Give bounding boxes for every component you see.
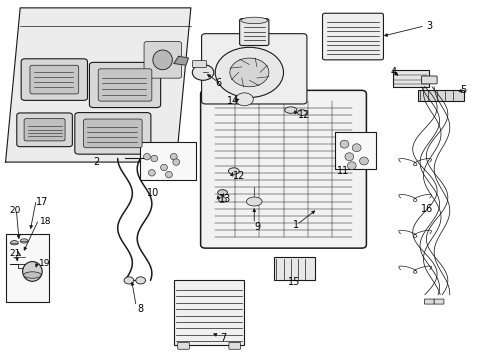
Text: 20: 20 <box>9 206 21 215</box>
Text: 15: 15 <box>287 277 300 287</box>
Text: 12: 12 <box>298 111 310 121</box>
FancyBboxPatch shape <box>192 60 206 67</box>
Bar <box>334 132 375 169</box>
FancyBboxPatch shape <box>239 19 268 45</box>
Text: 9: 9 <box>254 222 260 231</box>
Ellipse shape <box>228 168 239 174</box>
Polygon shape <box>5 8 190 162</box>
Ellipse shape <box>241 17 267 24</box>
Text: 16: 16 <box>420 204 432 214</box>
Circle shape <box>235 93 253 106</box>
Ellipse shape <box>172 159 179 165</box>
FancyBboxPatch shape <box>200 90 366 248</box>
Ellipse shape <box>20 239 28 243</box>
Ellipse shape <box>10 240 18 245</box>
Bar <box>392 69 428 87</box>
FancyBboxPatch shape <box>177 342 189 349</box>
Ellipse shape <box>165 171 172 178</box>
Text: 4: 4 <box>390 67 396 77</box>
Text: 21: 21 <box>9 249 21 258</box>
Ellipse shape <box>217 190 227 195</box>
Ellipse shape <box>359 157 367 165</box>
Text: 19: 19 <box>39 259 50 268</box>
Ellipse shape <box>351 144 360 152</box>
FancyBboxPatch shape <box>83 119 142 148</box>
Polygon shape <box>173 56 188 65</box>
Bar <box>140 142 195 180</box>
Bar <box>5 234 49 302</box>
FancyBboxPatch shape <box>21 59 87 100</box>
Text: 6: 6 <box>215 78 221 88</box>
Text: 18: 18 <box>40 217 51 226</box>
Ellipse shape <box>246 197 262 206</box>
FancyBboxPatch shape <box>30 65 79 94</box>
Text: 1: 1 <box>293 220 299 230</box>
FancyBboxPatch shape <box>17 113 72 147</box>
Ellipse shape <box>284 107 296 113</box>
Text: 13: 13 <box>219 194 231 204</box>
Text: 12: 12 <box>232 171 244 181</box>
Ellipse shape <box>346 162 355 170</box>
Ellipse shape <box>143 153 150 160</box>
Ellipse shape <box>23 272 41 278</box>
Ellipse shape <box>170 153 177 160</box>
Text: 7: 7 <box>220 333 226 343</box>
FancyBboxPatch shape <box>433 299 443 304</box>
Text: 2: 2 <box>93 157 100 167</box>
Ellipse shape <box>160 164 167 171</box>
Circle shape <box>218 197 226 203</box>
Bar <box>273 257 315 280</box>
Text: 5: 5 <box>459 85 466 95</box>
Text: 3: 3 <box>426 21 431 31</box>
FancyBboxPatch shape <box>144 41 181 78</box>
Ellipse shape <box>297 110 306 116</box>
Circle shape <box>192 64 213 80</box>
Text: 17: 17 <box>36 197 49 207</box>
FancyBboxPatch shape <box>322 13 383 60</box>
Circle shape <box>124 277 134 284</box>
Ellipse shape <box>22 262 42 281</box>
Text: 14: 14 <box>227 96 239 106</box>
Bar <box>173 280 244 345</box>
FancyBboxPatch shape <box>421 76 436 84</box>
Circle shape <box>215 47 283 98</box>
Ellipse shape <box>339 140 348 148</box>
Ellipse shape <box>344 153 353 161</box>
Circle shape <box>136 277 145 284</box>
FancyBboxPatch shape <box>228 342 240 349</box>
FancyBboxPatch shape <box>89 62 160 108</box>
Ellipse shape <box>151 155 158 162</box>
Circle shape <box>229 58 268 87</box>
Bar <box>417 90 463 101</box>
FancyBboxPatch shape <box>424 299 433 304</box>
FancyBboxPatch shape <box>98 69 152 101</box>
Ellipse shape <box>148 170 155 176</box>
Ellipse shape <box>153 50 172 70</box>
Text: 10: 10 <box>147 188 159 198</box>
Text: 8: 8 <box>137 304 143 314</box>
FancyBboxPatch shape <box>75 113 151 154</box>
FancyBboxPatch shape <box>201 34 306 104</box>
FancyBboxPatch shape <box>24 119 65 141</box>
Text: 11: 11 <box>336 166 349 176</box>
